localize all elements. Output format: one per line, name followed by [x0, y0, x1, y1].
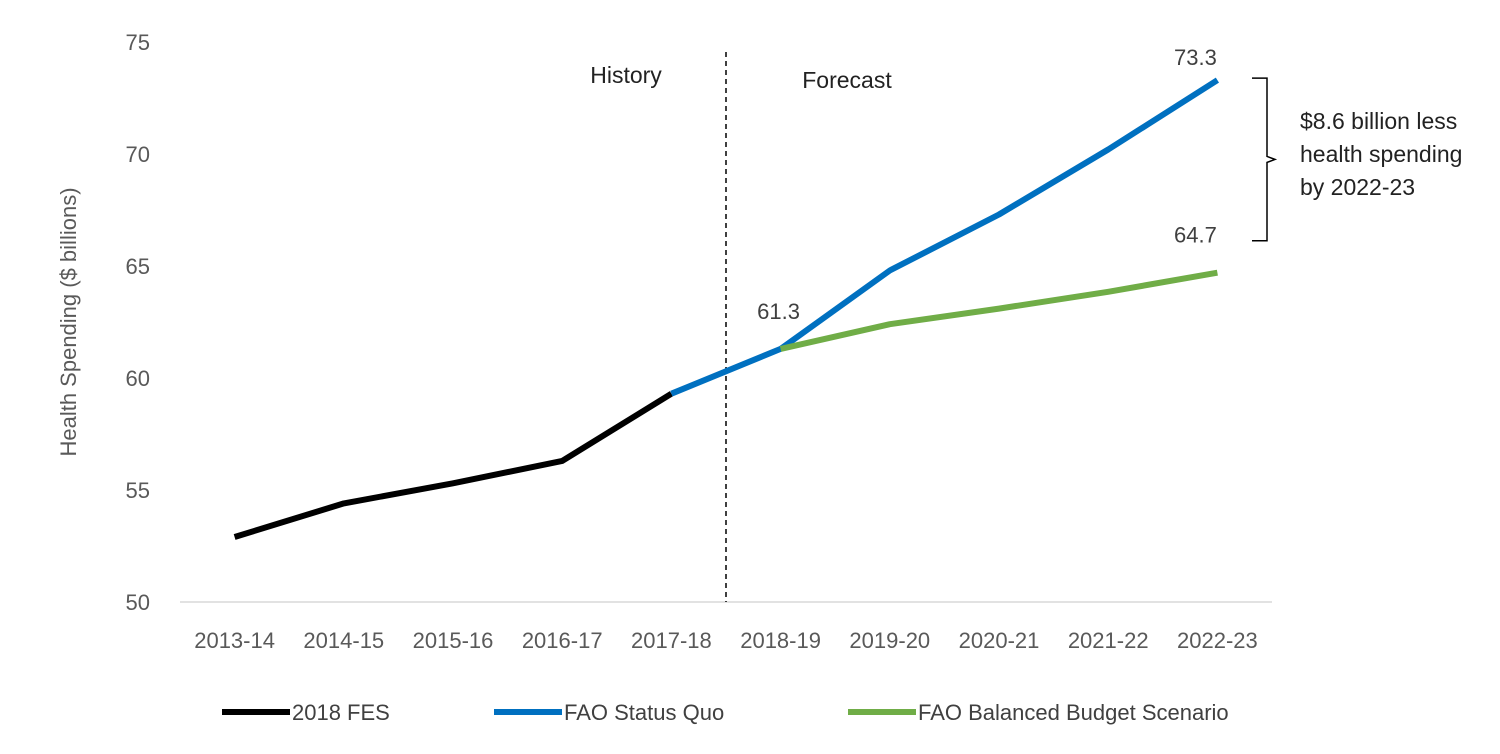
x-tick-label: 2021-22 — [1068, 628, 1149, 653]
x-tick-label: 2014-15 — [303, 628, 384, 653]
history-label: History — [590, 62, 662, 88]
series-line-1 — [670, 77, 1220, 397]
forecast-label: Forecast — [802, 67, 892, 93]
legend-item: FAO Balanced Budget Scenario — [848, 700, 1229, 725]
series-line-2 — [779, 269, 1218, 352]
x-tick-label: 2015-16 — [413, 628, 494, 653]
legend-label: 2018 FES — [292, 700, 390, 725]
labels-layer: History Forecast 61.3 73.3 64.7 $8.6 billion … — [590, 45, 1462, 324]
x-tick-label: 2018-19 — [740, 628, 821, 653]
data-label: 73.3 — [1174, 45, 1217, 70]
legend-item: FAO Status Quo — [494, 700, 724, 725]
bracket-annotation-text: $8.6 billion less — [1300, 108, 1457, 134]
data-label: 61.3 — [757, 299, 800, 324]
y-tick-label: 75 — [126, 30, 150, 55]
series-layer — [233, 77, 1220, 540]
x-tick-label: 2022-23 — [1177, 628, 1258, 653]
bracket-annotation-text: by 2022-23 — [1300, 174, 1415, 200]
y-tick-label: 70 — [126, 142, 150, 167]
legend-label: FAO Status Quo — [564, 700, 724, 725]
x-tick-label: 2013-14 — [194, 628, 275, 653]
x-tick-label: 2019-20 — [849, 628, 930, 653]
legend-item: 2018 FES — [222, 700, 390, 725]
legend: 2018 FES FAO Status Quo FAO Balanced Budge… — [222, 700, 1229, 725]
y-tick-label: 60 — [126, 366, 150, 391]
data-label: 64.7 — [1174, 223, 1217, 248]
axes-layer: 50 55 60 65 70 75 2013-14 2014-15 2015-16 2016-17… — [56, 30, 1272, 653]
x-tick-label: 2016-17 — [522, 628, 603, 653]
bracket-annotation-text: health spending — [1300, 141, 1462, 167]
y-tick-label: 65 — [126, 254, 150, 279]
y-axis-title: Health Spending ($ billions) — [56, 187, 81, 456]
legend-label: FAO Balanced Budget Scenario — [918, 700, 1229, 725]
y-tick-label: 55 — [126, 478, 150, 503]
difference-bracket — [1252, 77, 1278, 242]
series-line-0 — [233, 391, 673, 540]
x-tick-label: 2020-21 — [959, 628, 1040, 653]
x-tick-label: 2017-18 — [631, 628, 712, 653]
y-tick-label: 50 — [126, 590, 150, 615]
